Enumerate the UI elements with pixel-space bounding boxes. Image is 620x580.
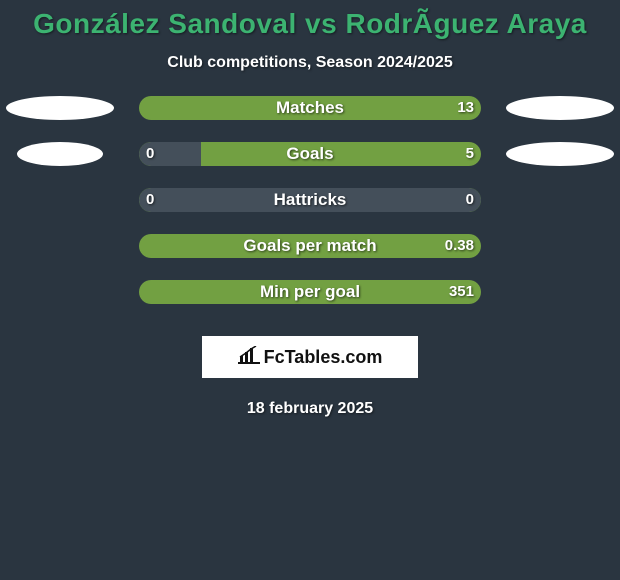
player-ellipse-right <box>506 142 614 166</box>
stat-label: Goals <box>139 142 481 166</box>
stat-value-right: 5 <box>466 142 474 166</box>
chart-icon <box>238 346 260 369</box>
stat-label: Hattricks <box>139 188 481 212</box>
stat-value-right: 0 <box>466 188 474 212</box>
logo-text: FcTables.com <box>264 347 383 368</box>
player-ellipse-left <box>6 96 114 120</box>
stat-value-right: 13 <box>457 96 474 120</box>
player-ellipse-left <box>17 142 103 166</box>
logo-box: FcTables.com <box>202 336 418 378</box>
stat-row: Min per goal351 <box>0 280 620 326</box>
stat-row: Goals0 5 <box>0 142 620 188</box>
date-text: 18 february 2025 <box>0 400 620 418</box>
stat-row: Hattricks0 0 <box>0 188 620 234</box>
stat-row: Matches13 <box>0 96 620 142</box>
stat-label: Min per goal <box>139 280 481 304</box>
stat-value-left: 0 <box>146 188 154 212</box>
subtitle: Club competitions, Season 2024/2025 <box>0 54 620 72</box>
page-title: González Sandoval vs RodrÃ­guez Araya <box>0 0 620 40</box>
player-ellipse-right <box>506 96 614 120</box>
stat-value-right: 0.38 <box>445 234 474 258</box>
stats-container: Matches13Goals05Hattricks00Goals per mat… <box>0 96 620 326</box>
stat-value-right: 351 <box>449 280 474 304</box>
stat-label: Matches <box>139 96 481 120</box>
stat-row: Goals per match0.38 <box>0 234 620 280</box>
stat-value-left: 0 <box>146 142 154 166</box>
stat-label: Goals per match <box>139 234 481 258</box>
